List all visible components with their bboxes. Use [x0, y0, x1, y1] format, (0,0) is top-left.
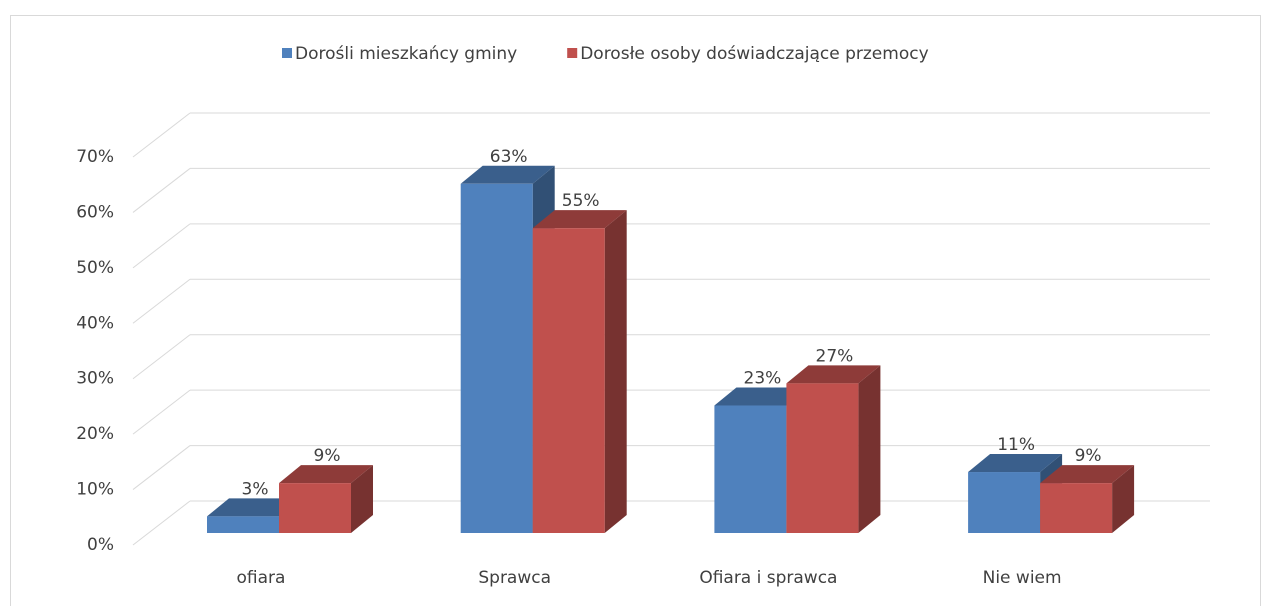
legend-label: Dorośli mieszkańcy gminy [295, 44, 517, 64]
grid-line [132, 500, 191, 546]
value-label: 55% [562, 191, 600, 211]
x-tick-label: Nie wiem [983, 568, 1062, 588]
bar-top [460, 165, 555, 184]
y-tick-label: 40% [76, 313, 114, 333]
legend-swatch [567, 48, 578, 58]
bar [207, 516, 279, 533]
y-tick-label: 60% [76, 202, 114, 222]
legend-label: Dorosłe osoby doświadczające przemocy [580, 44, 928, 64]
value-label: 9% [314, 446, 341, 466]
value-label: 63% [490, 147, 528, 167]
value-label: 9% [1075, 446, 1102, 466]
chart-border [10, 15, 1261, 606]
y-tick-label: 30% [76, 369, 114, 389]
grid-line [132, 389, 191, 435]
bar [968, 472, 1041, 533]
bar [1040, 483, 1113, 533]
grid-line [132, 112, 191, 158]
bar-top [1040, 465, 1135, 484]
bar-top [532, 210, 627, 229]
value-label: 27% [816, 346, 854, 366]
bar-top [714, 387, 809, 406]
bar [714, 405, 787, 533]
grid-line [132, 168, 191, 213]
grid-line [132, 334, 191, 380]
grid-line [132, 223, 191, 269]
bar-side [351, 465, 373, 533]
bar-top [207, 498, 301, 517]
y-tick-label: 20% [76, 424, 114, 444]
legend-swatch [282, 48, 292, 58]
x-tick-label: ofiara [237, 568, 286, 588]
bar [532, 228, 605, 533]
grid-line [132, 278, 191, 324]
bar-top [786, 365, 881, 384]
y-tick-label: 70% [76, 147, 114, 167]
y-tick-label: 50% [76, 258, 114, 278]
grid-line [132, 445, 191, 490]
bar-side [1112, 465, 1135, 533]
y-tick-label: 10% [76, 480, 114, 500]
bar-top [968, 454, 1063, 473]
bar [460, 183, 533, 534]
x-tick-label: Ofiara i sprawca [699, 568, 837, 588]
bar-top [279, 465, 373, 484]
bar-side [604, 210, 627, 533]
x-tick-label: Sprawca [478, 568, 551, 588]
bar-side [858, 365, 881, 533]
y-tick-label: 0% [87, 535, 114, 555]
value-label: 11% [997, 435, 1035, 455]
value-label: 23% [744, 369, 782, 389]
bar [786, 383, 859, 533]
value-label: 3% [242, 479, 269, 499]
bar [279, 483, 351, 533]
